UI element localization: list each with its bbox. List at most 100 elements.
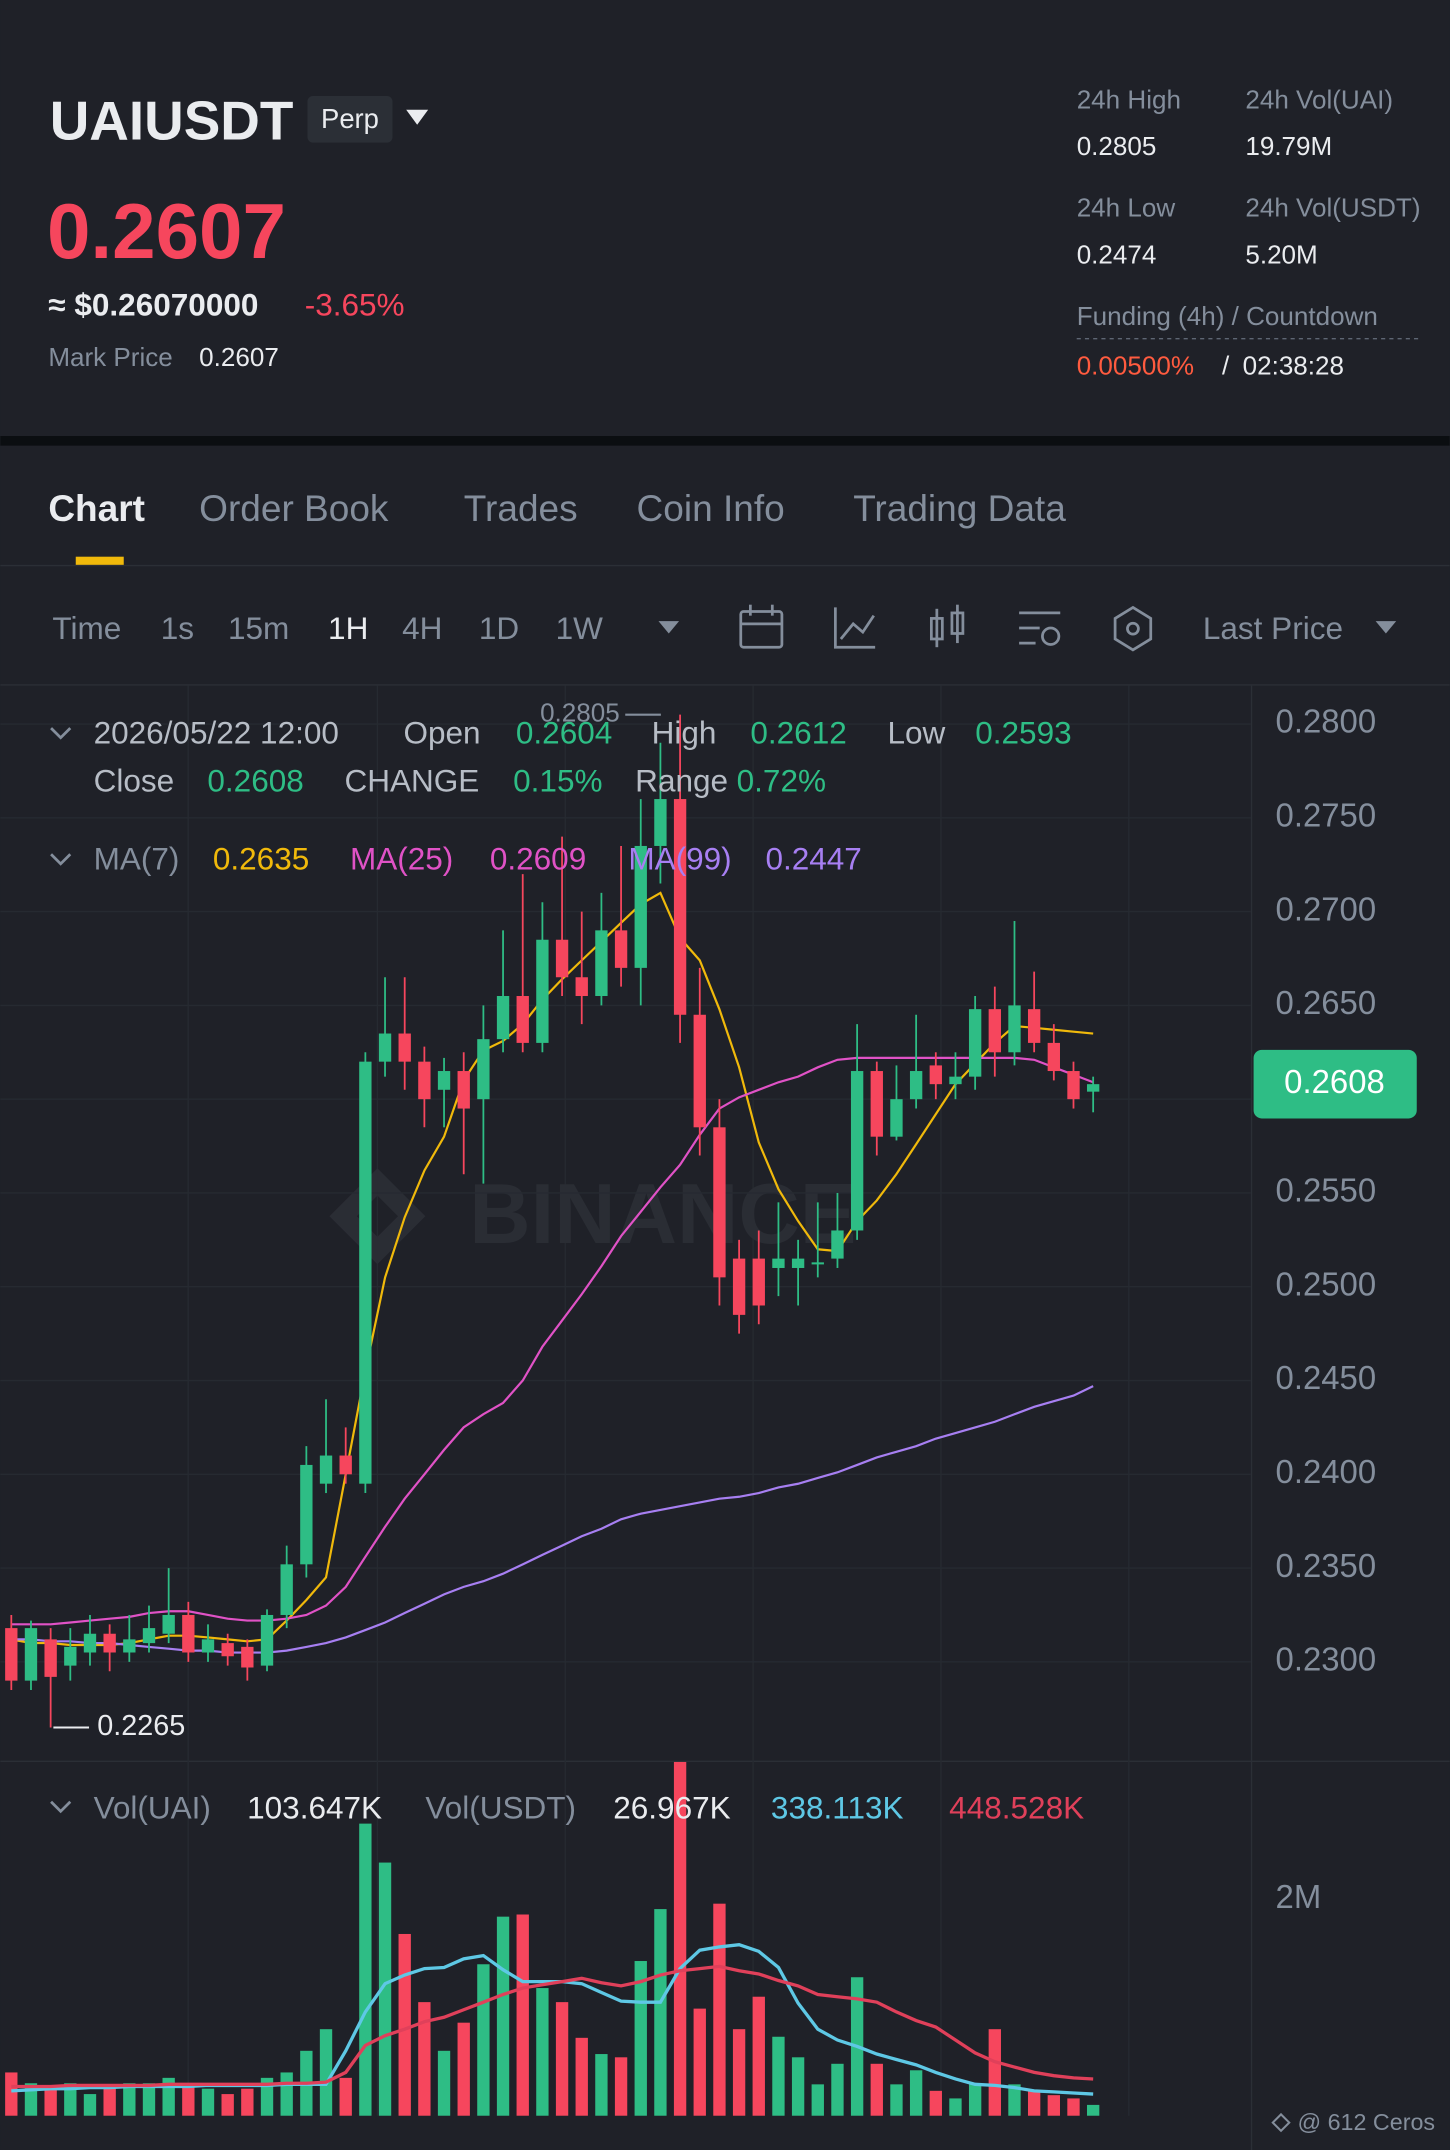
volume-bar: [713, 1903, 726, 2116]
volume-bar: [1086, 2104, 1100, 2116]
interval[interactable]: 4H: [402, 610, 442, 646]
ohlc-label: CHANGE: [344, 762, 479, 798]
stat-label: 24h Low: [1077, 193, 1176, 223]
volume-bar: [909, 2070, 923, 2116]
candle-body: [83, 1633, 97, 1653]
collapse-chevron[interactable]: [50, 1800, 72, 1814]
tab[interactable]: Coin Info: [637, 487, 785, 529]
candle-body: [1086, 1084, 1100, 1092]
candle-body: [201, 1639, 215, 1653]
tab[interactable]: Order Book: [199, 487, 389, 529]
stat-value: 19.79M: [1245, 131, 1332, 161]
active-tab-indicator: [75, 556, 124, 565]
y-tick-label: 0.2300: [1276, 1641, 1377, 1678]
candle-body: [929, 1065, 942, 1085]
volume-bar: [418, 2002, 431, 2116]
candle-body: [634, 845, 647, 968]
indicator-icon[interactable]: [834, 607, 876, 649]
candle-body: [654, 799, 667, 846]
contract-type: Perp: [321, 103, 379, 134]
legend-label: MA(7): [94, 840, 180, 876]
tab[interactable]: Trades: [464, 487, 578, 529]
settings-icon[interactable]: [1019, 611, 1061, 646]
candle-body: [752, 1258, 765, 1306]
tab[interactable]: Trading Data: [853, 487, 1066, 529]
candle-body: [241, 1646, 254, 1668]
candle-body: [968, 1009, 982, 1077]
candle-body: [496, 996, 510, 1040]
volume-bar: [811, 2084, 824, 2116]
legend-label: MA(99): [628, 840, 731, 876]
candle-body: [437, 1071, 451, 1090]
volume-bar: [1008, 2084, 1021, 2116]
interval[interactable]: 1W: [556, 610, 604, 646]
y-tick-label: 0.2400: [1276, 1453, 1377, 1490]
interval[interactable]: Time: [52, 610, 121, 646]
candle-body: [221, 1643, 234, 1657]
last-price-tag: [1253, 1049, 1417, 1119]
candle-body: [162, 1614, 175, 1634]
symbol[interactable]: UAIUSDT: [50, 89, 294, 151]
ohlc-label: Low: [887, 714, 945, 750]
time-grid: [187, 685, 1130, 2116]
volume-bar: [968, 2084, 982, 2116]
candle-body: [418, 1061, 431, 1100]
candle-body: [693, 1014, 706, 1128]
fiat-price: ≈ $0.26070000: [48, 286, 258, 322]
volume-bar: [64, 2083, 77, 2116]
funding-label[interactable]: Funding (4h) / Countdown: [1077, 301, 1378, 331]
y-tick-label: 0.2450: [1276, 1359, 1377, 1396]
legend-label: MA(25): [350, 840, 453, 876]
volume-bar: [437, 2050, 451, 2116]
ma-line: [11, 1056, 1094, 1626]
contract-badge: [307, 95, 393, 143]
price-type[interactable]: Last Price: [1203, 610, 1343, 646]
candle-date: 2026/05/22 12:00: [94, 714, 339, 750]
ohlc-value: 0.2593: [975, 714, 1071, 750]
volume-value: 103.647K: [247, 1789, 382, 1825]
candle-body: [870, 1071, 883, 1137]
volume-bar: [103, 2088, 116, 2116]
y-tick-label: 0.2700: [1276, 890, 1377, 927]
volume-bar: [123, 2083, 136, 2116]
volume-ma-value: 338.113K: [771, 1789, 904, 1825]
candle-body: [555, 939, 569, 978]
volume-bar: [1047, 2095, 1060, 2116]
volume-bar: [929, 2090, 942, 2116]
candle-body: [103, 1633, 116, 1653]
price-type-dropdown[interactable]: [1375, 621, 1397, 634]
calendar-icon[interactable]: [739, 604, 784, 649]
collapse-chevron[interactable]: [50, 853, 72, 866]
footer-icon: [1271, 2112, 1291, 2133]
volume-bar: [870, 2063, 883, 2116]
volume-label: Vol(UAI): [94, 1789, 211, 1825]
volume-bar: [949, 2098, 962, 2116]
y-tick-label: 2M: [1276, 1878, 1322, 1915]
stat-value: 5.20M: [1245, 239, 1317, 269]
volume-bar: [988, 2029, 1001, 2116]
symbol-dropdown[interactable]: [406, 109, 429, 125]
ohlc-value: 0.15%: [513, 762, 602, 798]
candle-body: [339, 1455, 352, 1475]
interval[interactable]: 1H: [328, 610, 368, 646]
candle-icon[interactable]: [929, 604, 965, 648]
stat-label: 24h Vol(UAI): [1245, 84, 1393, 114]
candle-body: [949, 1076, 962, 1085]
ohlc-label: Close: [94, 762, 175, 798]
layout-icon[interactable]: [1113, 605, 1153, 652]
collapse-chevron[interactable]: [50, 727, 72, 740]
volume-bar: [182, 2083, 195, 2116]
volume-bar: [595, 2054, 608, 2116]
interval[interactable]: 1D: [479, 610, 519, 646]
interval-dropdown[interactable]: [658, 621, 680, 634]
volume-bar: [378, 1862, 392, 2116]
candle-body: [732, 1258, 746, 1315]
interval[interactable]: 1s: [161, 610, 194, 646]
header-panel: [0, 0, 1450, 437]
ohlc-label: High: [652, 714, 717, 750]
volume-bar: [791, 2057, 805, 2116]
tab[interactable]: Chart: [48, 487, 145, 529]
interval[interactable]: 15m: [228, 610, 289, 646]
countdown: 02:38:28: [1243, 350, 1344, 380]
candle-body: [516, 996, 529, 1043]
